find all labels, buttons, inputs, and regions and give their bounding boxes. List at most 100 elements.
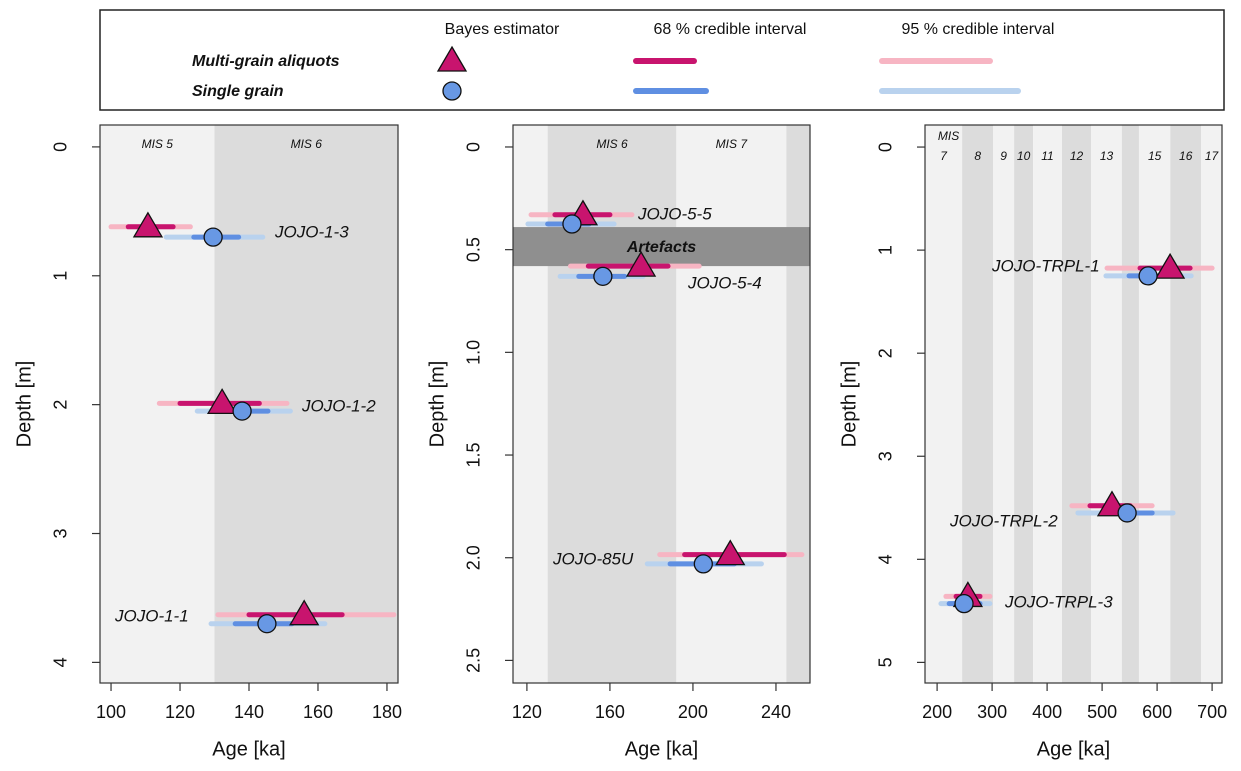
mis-band (1170, 125, 1202, 683)
artefact-layer (513, 227, 810, 267)
y-tick-label: 2.0 (464, 545, 484, 570)
circle-marker (693, 554, 713, 574)
circle-marker (203, 227, 223, 247)
circle-marker (1138, 266, 1158, 286)
y-tick-label: 1 (51, 271, 71, 281)
x-axis-label: Age [ka] (1037, 738, 1110, 760)
mis-label: 13 (1100, 149, 1114, 163)
circle-marker (954, 593, 974, 614)
sample-label: JOJO-1-2 (301, 396, 376, 415)
mis-band (1121, 125, 1139, 683)
y-tick-label: 4 (876, 554, 896, 564)
x-tick-label: 160 (595, 702, 625, 722)
legend-header: 95 % credible interval (902, 21, 1055, 38)
triangle-marker (289, 599, 320, 626)
x-tick-label: 500 (1087, 702, 1117, 722)
sample-label: JOJO-TRPL-3 (1004, 592, 1113, 611)
mis-band (786, 125, 810, 683)
y-tick-label: 0 (51, 142, 71, 152)
circle-marker (257, 614, 277, 634)
legend-header: 68 % credible interval (654, 21, 807, 38)
triangle-marker (715, 539, 746, 566)
triangle-marker (132, 211, 164, 238)
layer-label: Artefacts (626, 239, 696, 256)
y-tick-label: 0 (876, 142, 896, 152)
x-tick-label: 200 (678, 702, 708, 722)
y-tick-label: 4 (51, 657, 71, 667)
y-tick-label: 5 (876, 657, 896, 667)
mis-label: 11 (1041, 149, 1053, 163)
mis-label: 15 (1148, 149, 1162, 163)
mis-label: 8 (974, 149, 981, 163)
y-tick-label: 2.5 (464, 648, 484, 673)
y-tick-label: 1.5 (464, 443, 484, 468)
triangle-marker (1154, 252, 1186, 279)
mis-label: 16 (1179, 149, 1193, 163)
sample-label: JOJO-1-3 (274, 222, 349, 241)
legend-marker (442, 81, 462, 101)
y-axis-label: Depth [m] (13, 361, 35, 448)
x-tick-label: 600 (1142, 702, 1172, 722)
sample-label: JOJO-1-1 (114, 606, 189, 625)
x-tick-label: 240 (761, 702, 791, 722)
x-tick-label: 700 (1197, 702, 1227, 722)
mis-band (1014, 125, 1034, 683)
sample-label: JOJO-85U (552, 549, 634, 568)
x-tick-label: 400 (1032, 702, 1062, 722)
x-axis-label: Age [ka] (625, 738, 698, 760)
mis-label: 10 (1017, 149, 1031, 163)
mis-band (993, 125, 1015, 683)
mis-label: MIS 6 (291, 137, 323, 151)
mis-label: MIS 7 (716, 137, 749, 151)
mis-band (1201, 125, 1222, 683)
mis-band (1061, 125, 1092, 683)
sample-label: JOJO-TRPL-1 (991, 256, 1100, 275)
y-axis-label: Depth [m] (838, 361, 860, 448)
mis-band (1091, 125, 1122, 683)
triangle-marker (625, 250, 657, 277)
y-tick-label: 1 (876, 245, 896, 255)
x-tick-label: 300 (977, 702, 1007, 722)
mis-band (513, 125, 548, 683)
plot-frame (924, 124, 1223, 684)
x-tick-label: 140 (234, 702, 264, 722)
mis-title: MIS (938, 129, 959, 143)
circle-marker (593, 266, 613, 287)
circle-marker (232, 401, 252, 421)
mis-band (676, 125, 787, 683)
mis-label: MIS 5 (142, 137, 174, 151)
y-tick-label: 1.0 (464, 340, 484, 365)
sample-label: JOJO-TRPL-2 (949, 511, 1058, 530)
legend-header: Bayes estimator (445, 21, 560, 38)
x-tick-label: 180 (372, 702, 402, 722)
mis-band (1138, 125, 1171, 683)
y-tick-label: 3 (876, 451, 896, 461)
circle-marker (1117, 503, 1137, 523)
plot-frame (512, 124, 811, 684)
y-tick-label: 2 (51, 400, 71, 410)
mis-label: MIS 6 (596, 137, 628, 151)
y-axis-label: Depth [m] (426, 361, 448, 448)
legend-marker (436, 45, 468, 72)
mis-label: 9 (1000, 149, 1007, 163)
circle-marker (562, 214, 582, 234)
sample-label: JOJO-5-5 (637, 204, 712, 223)
x-tick-label: 200 (922, 702, 952, 722)
legend-label: Multi-grain aliquots (192, 53, 340, 70)
sample-label: JOJO-5-4 (687, 273, 762, 292)
x-tick-label: 100 (96, 702, 126, 722)
x-tick-label: 120 (512, 702, 542, 722)
triangle-marker (206, 388, 238, 415)
y-tick-label: 0.5 (464, 237, 484, 262)
mis-label: 17 (1205, 149, 1220, 163)
x-axis-label: Age [ka] (212, 738, 285, 760)
y-tick-label: 3 (51, 529, 71, 539)
mis-label: 7 (940, 149, 948, 163)
mis-band (925, 125, 963, 683)
y-tick-label: 2 (876, 348, 896, 358)
x-tick-label: 120 (165, 702, 195, 722)
mis-label: 12 (1070, 149, 1084, 163)
mis-band (1033, 125, 1062, 683)
x-tick-label: 160 (303, 702, 333, 722)
